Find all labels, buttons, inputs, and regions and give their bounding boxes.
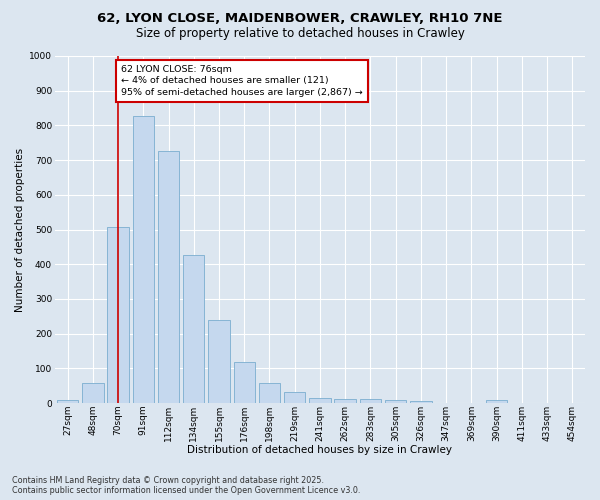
- Bar: [360, 399, 381, 403]
- Bar: [158, 151, 179, 403]
- Bar: [259, 384, 280, 403]
- Bar: [334, 399, 356, 403]
- Bar: [133, 116, 154, 403]
- Bar: [183, 254, 205, 403]
- Bar: [486, 400, 508, 403]
- Text: 62, LYON CLOSE, MAIDENBOWER, CRAWLEY, RH10 7NE: 62, LYON CLOSE, MAIDENBOWER, CRAWLEY, RH…: [97, 12, 503, 26]
- Text: Size of property relative to detached houses in Crawley: Size of property relative to detached ho…: [136, 28, 464, 40]
- Bar: [385, 400, 406, 403]
- Y-axis label: Number of detached properties: Number of detached properties: [15, 148, 25, 312]
- Text: Contains HM Land Registry data © Crown copyright and database right 2025.
Contai: Contains HM Land Registry data © Crown c…: [12, 476, 361, 495]
- Bar: [82, 383, 104, 403]
- Bar: [57, 400, 78, 403]
- Bar: [208, 320, 230, 403]
- Bar: [233, 362, 255, 403]
- Bar: [309, 398, 331, 403]
- Bar: [284, 392, 305, 403]
- Bar: [107, 227, 129, 403]
- Bar: [410, 402, 431, 403]
- Text: 62 LYON CLOSE: 76sqm
← 4% of detached houses are smaller (121)
95% of semi-detac: 62 LYON CLOSE: 76sqm ← 4% of detached ho…: [121, 64, 363, 98]
- X-axis label: Distribution of detached houses by size in Crawley: Distribution of detached houses by size …: [187, 445, 452, 455]
